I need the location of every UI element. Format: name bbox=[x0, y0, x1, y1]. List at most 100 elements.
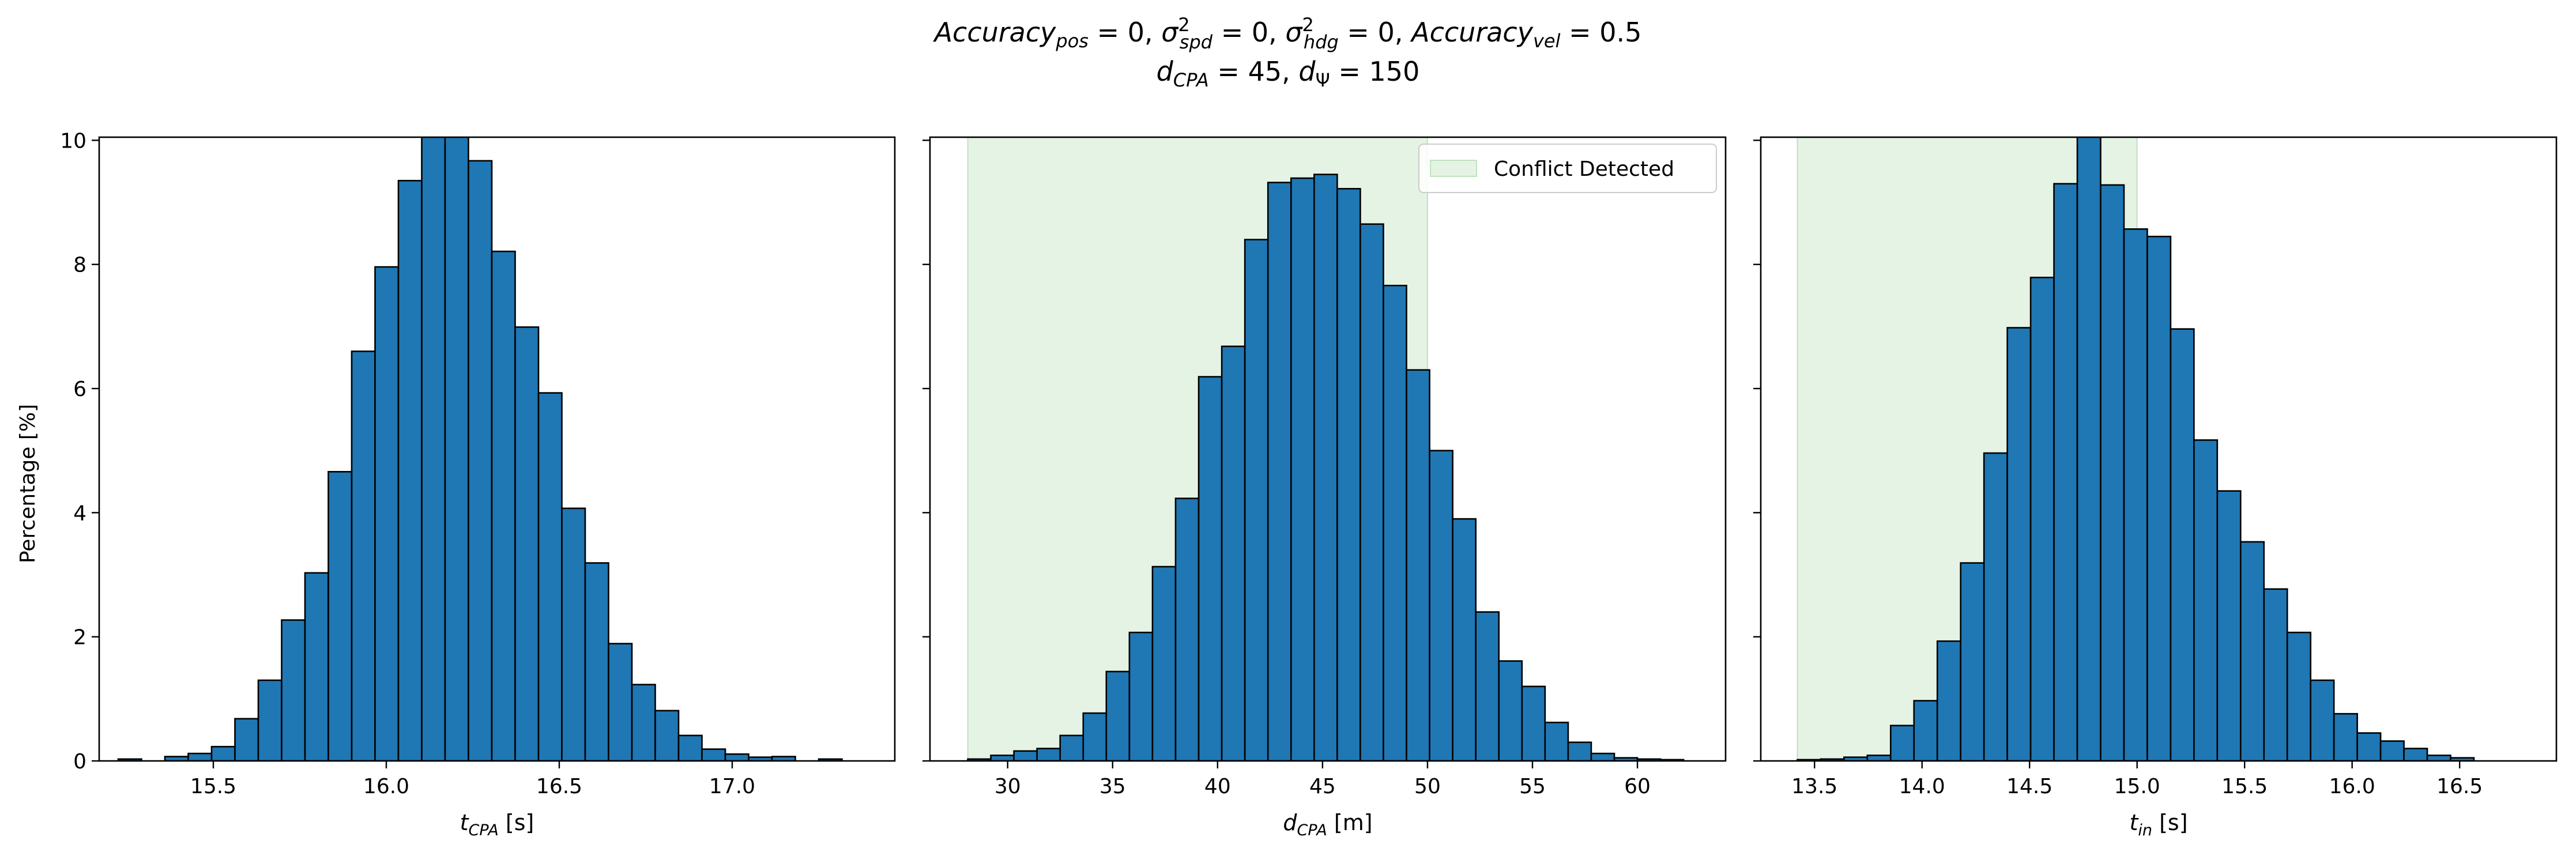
histogram-bar bbox=[2356, 732, 2382, 761]
histogram-bar bbox=[2379, 740, 2405, 761]
x-tick-label: 16.5 bbox=[2436, 775, 2483, 798]
histogram-bar bbox=[677, 734, 703, 761]
y-axis-label: Percentage [%] bbox=[16, 404, 40, 563]
histogram-bar bbox=[2100, 184, 2125, 761]
x-tick-label: 40 bbox=[1204, 775, 1231, 798]
x-tick-label: 50 bbox=[1414, 775, 1441, 798]
x-tick-label: 60 bbox=[1624, 775, 1651, 798]
histogram-bar bbox=[654, 710, 680, 761]
x-tick-label: 14.5 bbox=[2006, 775, 2052, 798]
histogram-bar bbox=[1082, 712, 1108, 761]
histogram-bar bbox=[444, 137, 469, 761]
histogram-bar bbox=[2426, 755, 2451, 761]
x-tick-label: 13.5 bbox=[1791, 775, 1837, 798]
histogram-bar bbox=[351, 350, 376, 761]
x-tick-label: 16.0 bbox=[363, 775, 409, 798]
histogram-bar bbox=[701, 748, 726, 761]
y-tick-label: 2 bbox=[73, 626, 86, 650]
histogram-bar bbox=[1521, 685, 1546, 761]
histogram-bar bbox=[561, 507, 586, 761]
histogram-bar bbox=[1290, 177, 1315, 761]
histogram-bar bbox=[1406, 369, 1430, 761]
histogram-bar bbox=[2263, 588, 2288, 761]
x-tick-label: 55 bbox=[1519, 775, 1546, 798]
y-tick-label: 4 bbox=[73, 502, 86, 525]
histogram-bar bbox=[514, 326, 540, 761]
axes-frame bbox=[98, 136, 896, 762]
histogram-bar bbox=[281, 619, 306, 761]
histogram-bar bbox=[2310, 679, 2335, 761]
plot-area bbox=[117, 137, 843, 761]
histogram-bar bbox=[1267, 182, 1292, 761]
histogram-bar bbox=[1936, 640, 1961, 761]
histogram-bar bbox=[608, 643, 633, 761]
histogram-bar bbox=[1913, 700, 1938, 761]
subplot-t-cpa: 15.5 16.0 16.5 17.0 0 2 4 6 8 10 tCPA [s] bbox=[60, 129, 896, 839]
x-tick-label: 45 bbox=[1309, 775, 1336, 798]
x-tick-label: 15.5 bbox=[2221, 775, 2268, 798]
axes-frame bbox=[1760, 136, 2558, 762]
histogram-bar bbox=[2333, 712, 2358, 761]
histogram-bar bbox=[2029, 277, 2055, 761]
legend-swatch bbox=[1430, 160, 1477, 177]
histogram-bar bbox=[468, 160, 493, 761]
legend: Conflict Detected bbox=[1418, 144, 1717, 193]
histogram-bar bbox=[724, 753, 750, 761]
histogram-bar bbox=[1174, 497, 1200, 761]
x-axis-label: tCPA [s] bbox=[460, 810, 534, 839]
histogram-bar bbox=[1889, 725, 1915, 761]
x-axis-label: dCPA [m] bbox=[1283, 810, 1372, 839]
histogram-bar bbox=[187, 752, 213, 761]
histogram-bar bbox=[2076, 137, 2102, 761]
histogram-bar bbox=[2170, 328, 2195, 761]
y-tick-label: 10 bbox=[60, 129, 86, 153]
histogram-bar bbox=[421, 137, 446, 761]
histogram-bar bbox=[1197, 376, 1223, 761]
histogram-bar bbox=[1221, 345, 1246, 761]
y-tick-label: 0 bbox=[73, 750, 86, 774]
histogram-bar bbox=[2286, 631, 2311, 761]
x-tick-label: 15.5 bbox=[190, 775, 236, 798]
histogram-bar bbox=[210, 745, 236, 761]
subplot-d-cpa: 30 35 40 45 50 55 60 dCPA [m] Conflict Detected bbox=[922, 136, 1727, 839]
histogram-bar bbox=[304, 572, 329, 761]
figure-title-line-2: dCPA = 45, dΨ = 150 bbox=[1157, 56, 1420, 91]
y-tick-label: 8 bbox=[73, 254, 86, 277]
y-tick-label: 6 bbox=[73, 378, 86, 401]
histogram-bar bbox=[1590, 752, 1615, 761]
x-tick-label: 35 bbox=[1099, 775, 1126, 798]
histogram-bar bbox=[1359, 223, 1384, 761]
histogram-bar bbox=[374, 266, 400, 761]
histogram-bar bbox=[2006, 327, 2032, 761]
histogram-bar bbox=[1983, 452, 2008, 761]
histogram-bar bbox=[491, 250, 516, 761]
histogram-bar bbox=[2239, 541, 2265, 761]
histogram-bar bbox=[1429, 450, 1453, 761]
x-tick-label: 16.5 bbox=[536, 775, 582, 798]
histogram-bar bbox=[1336, 188, 1361, 761]
histogram-bar bbox=[2450, 757, 2475, 761]
histogram-bar bbox=[1128, 631, 1154, 761]
histogram-bar bbox=[1544, 721, 1569, 761]
x-tick-label: 15.0 bbox=[2114, 775, 2160, 798]
histogram-bar bbox=[1036, 748, 1061, 761]
histogram-bar bbox=[1383, 285, 1407, 761]
x-tick-label: 17.0 bbox=[709, 775, 755, 798]
histogram-bar bbox=[1475, 611, 1500, 761]
histogram-bar bbox=[2146, 235, 2172, 761]
plot-area bbox=[1797, 137, 2475, 761]
histogram-bar bbox=[631, 684, 656, 761]
histogram-bar bbox=[537, 392, 563, 761]
histogram-bar bbox=[257, 679, 283, 761]
histogram-bar bbox=[1151, 566, 1177, 761]
plot-area bbox=[967, 137, 1685, 761]
histogram-bar bbox=[397, 180, 423, 761]
histogram-bar bbox=[234, 718, 259, 761]
histogram-bar bbox=[1105, 670, 1131, 761]
figure-title-line-1: Accuracypos = 0, σ2 spd = 0, σ2 hdg = 0, A… bbox=[933, 14, 1642, 53]
histogram-bar bbox=[1866, 755, 1892, 761]
histogram-bar bbox=[2403, 748, 2428, 761]
subplot-t-in: 13.5 14.0 14.5 15.0 15.5 16.0 16.5 tin [s] bbox=[1753, 136, 2558, 839]
histogram-bar bbox=[1013, 750, 1038, 761]
